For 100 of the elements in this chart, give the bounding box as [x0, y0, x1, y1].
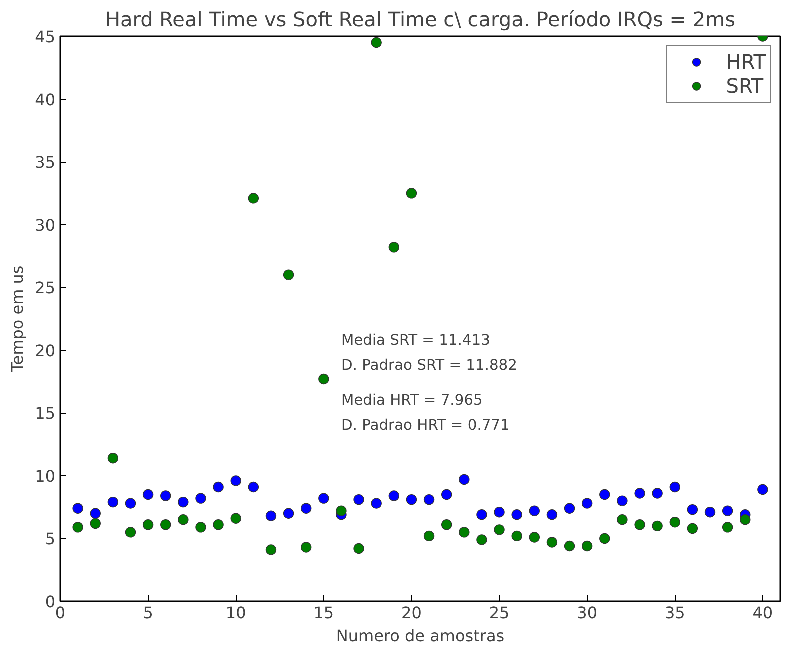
point — [459, 474, 470, 486]
point — [125, 527, 136, 538]
point — [108, 453, 119, 464]
point — [213, 482, 224, 493]
point — [670, 482, 680, 493]
point — [248, 482, 260, 493]
legend-label: SRT — [726, 74, 764, 98]
point — [354, 543, 364, 554]
point — [512, 530, 522, 542]
annotation: D. Padrao HRT = 0.771 — [341, 416, 510, 434]
point — [512, 510, 522, 520]
point — [441, 489, 452, 500]
point — [634, 520, 646, 530]
point — [248, 193, 260, 204]
annotation: D. Padrao SRT = 11.882 — [341, 356, 518, 374]
point — [617, 514, 628, 526]
point — [670, 517, 680, 528]
x-tick-label: 30 — [577, 604, 598, 622]
y-tick-label: 10 — [35, 466, 56, 486]
point — [722, 506, 734, 516]
point — [371, 37, 382, 48]
point — [582, 540, 593, 552]
point — [546, 510, 558, 520]
point — [617, 496, 628, 506]
point — [529, 506, 540, 516]
x-tick-label: 5 — [143, 604, 154, 622]
annotation: Media HRT = 7.965 — [341, 392, 483, 409]
point — [546, 537, 558, 548]
y-tick-label: 15 — [35, 404, 56, 424]
point — [406, 494, 418, 506]
point — [388, 490, 400, 502]
point — [213, 520, 224, 530]
point — [72, 522, 84, 533]
point — [564, 503, 576, 514]
y-tick-label: 30 — [35, 216, 56, 235]
x-tick-label: 20 — [402, 604, 422, 622]
point — [196, 522, 206, 533]
point — [424, 494, 435, 506]
point — [266, 544, 277, 556]
point — [142, 489, 154, 500]
point — [476, 534, 488, 546]
point — [494, 524, 505, 536]
point — [90, 518, 101, 529]
point — [178, 514, 189, 526]
point — [160, 490, 172, 502]
y-tick-label: 35 — [35, 153, 56, 172]
x-tick-label: 40 — [752, 604, 774, 622]
point — [722, 522, 734, 533]
y-tick-label: 25 — [35, 278, 56, 298]
point — [266, 510, 277, 522]
point — [318, 493, 330, 504]
point — [283, 508, 294, 519]
point — [318, 374, 330, 385]
point — [301, 503, 312, 514]
point — [196, 493, 206, 504]
point — [108, 496, 119, 508]
y-axis-title: Tempo em us — [8, 266, 28, 374]
y-tick-label: 20 — [35, 341, 56, 360]
point — [90, 508, 101, 519]
point — [652, 520, 663, 532]
point — [600, 533, 610, 544]
point — [371, 498, 382, 509]
point — [652, 488, 663, 499]
y-tick-label: 45 — [35, 28, 56, 46]
point — [740, 514, 751, 526]
point — [142, 520, 154, 530]
point — [354, 494, 364, 506]
point — [582, 498, 593, 509]
point — [72, 503, 84, 514]
x-tick-label: 15 — [314, 604, 334, 622]
point — [230, 513, 242, 524]
y-tick-label: 40 — [35, 90, 56, 110]
legend-label: HRT — [726, 50, 766, 74]
point — [125, 498, 136, 509]
point — [634, 488, 646, 499]
point — [178, 496, 189, 508]
y-tick-label: 5 — [45, 530, 56, 549]
x-axis-title: Numero de amostras — [336, 626, 505, 646]
x-tick-label: 35 — [664, 604, 686, 622]
point — [687, 523, 698, 534]
point — [283, 270, 294, 280]
point — [160, 520, 172, 530]
x-tick-label: 10 — [226, 604, 246, 622]
point — [388, 242, 400, 253]
point — [687, 504, 698, 516]
chart-title: Hard Real Time vs Soft Real Time c\ carga. Período IRQs = 2ms — [105, 8, 736, 32]
annotation: Media SRT = 11.413 — [341, 332, 490, 349]
point — [704, 507, 716, 518]
point — [758, 484, 768, 496]
point — [424, 530, 435, 542]
x-tick-label: 25 — [489, 604, 510, 622]
point — [600, 489, 610, 500]
point — [459, 527, 470, 538]
point — [529, 532, 540, 543]
point — [301, 542, 312, 553]
point — [230, 476, 242, 486]
point — [494, 507, 505, 518]
point — [441, 520, 452, 530]
point — [336, 506, 347, 516]
point — [564, 540, 576, 552]
